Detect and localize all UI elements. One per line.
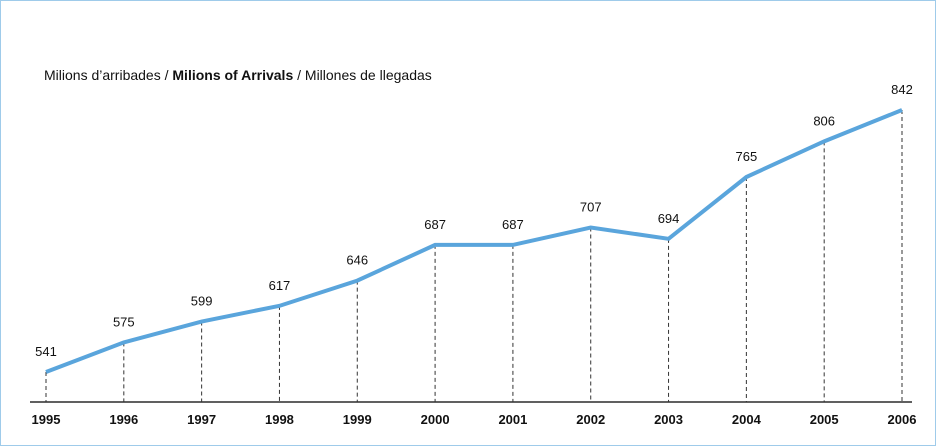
data-label: 599 (191, 294, 213, 309)
x-tick-label: 1997 (187, 412, 216, 427)
x-tick-label: 2001 (498, 412, 527, 427)
data-label: 694 (658, 211, 680, 226)
data-label: 842 (891, 82, 913, 97)
data-label: 575 (113, 314, 135, 329)
data-label: 646 (346, 253, 368, 268)
title-part: Milions of Arrivals (172, 67, 293, 83)
chart-title: Milions d’arribades / Milions of Arrival… (44, 67, 432, 83)
x-tick-label: 1999 (343, 412, 372, 427)
x-tick-label: 2005 (810, 412, 839, 427)
data-label: 687 (424, 217, 446, 232)
x-tick-label: 1998 (265, 412, 294, 427)
data-label: 617 (269, 278, 291, 293)
data-label: 541 (35, 344, 57, 359)
title-part: Millones de llegadas (305, 67, 432, 83)
title-separator: / (165, 67, 169, 83)
x-tick-label: 2004 (732, 412, 762, 427)
data-label: 765 (736, 149, 758, 164)
x-tick-label: 2003 (654, 412, 683, 427)
title-separator: / (297, 67, 301, 83)
x-tick-label: 2002 (576, 412, 605, 427)
data-label: 687 (502, 217, 524, 232)
data-label: 707 (580, 200, 602, 215)
x-tick-label: 2006 (888, 412, 917, 427)
data-label: 806 (813, 113, 835, 128)
title-part: Milions d’arribades (44, 67, 161, 83)
x-tick-label: 1996 (109, 412, 138, 427)
x-tick-label: 1995 (32, 412, 61, 427)
data-line (45, 108, 903, 374)
x-tick-label: 2000 (421, 412, 450, 427)
